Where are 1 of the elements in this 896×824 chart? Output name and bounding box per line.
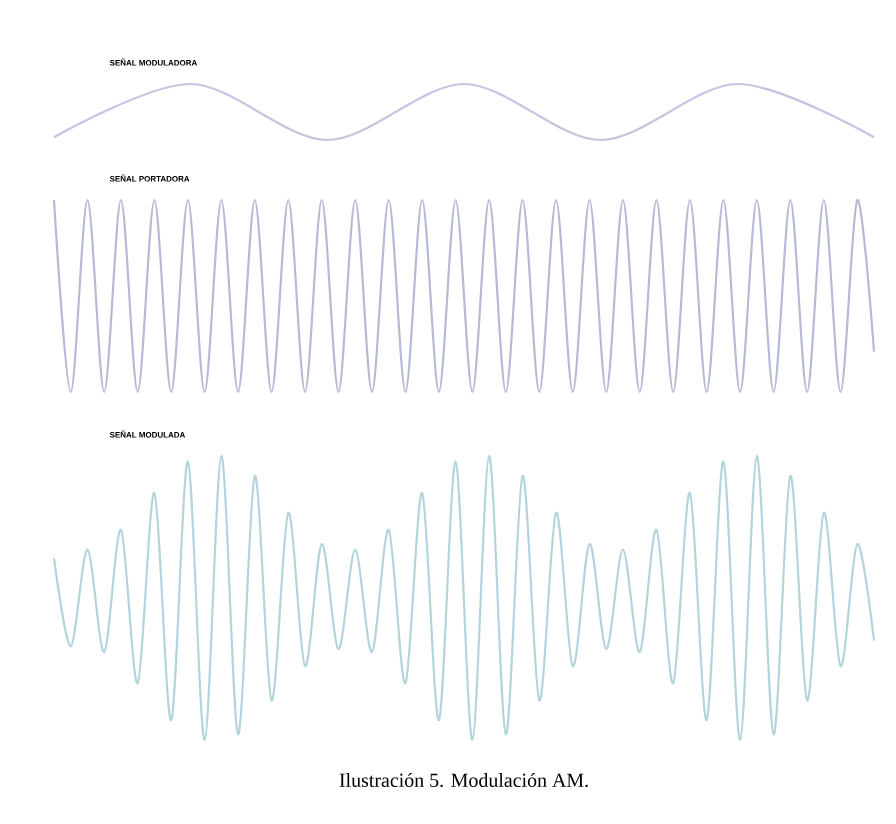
text: Ilustración 5. Modulación AM.: [339, 772, 588, 788]
